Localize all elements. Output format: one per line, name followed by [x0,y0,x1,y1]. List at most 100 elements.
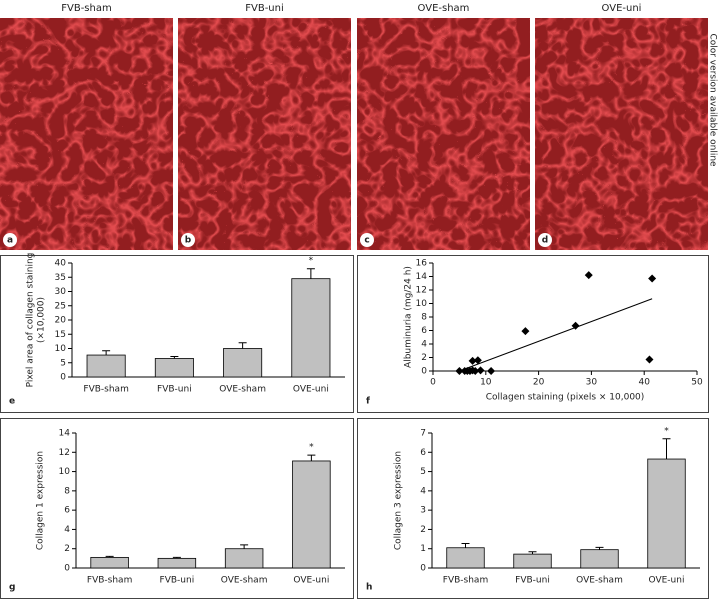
side-note: Color version available online [708,33,718,167]
y-tick-label: 1 [420,544,426,554]
panel-frame [0,255,354,413]
x-tick-label: FVB-sham [83,385,128,395]
y-tick-label: 2 [421,353,427,363]
x-tick-label: 20 [533,378,545,388]
x-tick-label: 40 [638,378,650,388]
error-bar [461,543,470,548]
x-tick-label: FVB-uni [160,576,195,586]
y-tick-label: 0 [420,564,426,574]
y-tick-label: 7 [420,429,426,439]
error-bar [306,268,315,279]
annotation: * [309,443,314,453]
image-title: FVB-uni [245,3,284,14]
x-tick-label: 0 [430,378,436,388]
panel-frame [357,255,709,413]
panel-letter: e [9,397,15,407]
x-tick-label: 10 [480,378,492,388]
y-tick-label: 2 [420,525,426,535]
bar [157,557,197,569]
y-tick-label: 8 [421,313,427,323]
bar [154,358,194,378]
y-tick-label: 12 [416,286,427,296]
scatter-point [468,366,477,375]
micrograph-glow [0,18,173,250]
error-bar [528,551,537,555]
panel-letter: b [185,236,192,246]
scatter-point [571,321,580,330]
scatter-point [521,327,530,336]
y-tick-label: 8 [64,486,70,496]
error-bar [170,355,179,359]
y-tick-label: 0 [421,367,427,377]
y-axis-label: Collagen 1 expression [36,451,46,550]
panel-badge [538,233,552,247]
y-axis-label: (×10,000) [37,297,47,343]
x-tick-label: OVE-uni [293,576,329,586]
micrograph-glow [178,18,351,250]
panel-badge [360,233,374,247]
image-title: FVB-sham [61,3,111,14]
bar [90,556,129,569]
y-tick-label: 0 [64,564,70,574]
y-tick-label: 10 [59,467,71,477]
scatter-point [645,355,654,364]
x-tick-label: 50 [691,378,703,388]
x-tick-label: 30 [586,378,598,388]
scatter-point [476,366,485,375]
error-bar [105,555,114,558]
x-tick-label: FVB-sham [87,576,132,586]
micrograph-glow [535,18,708,250]
error-bar [238,342,247,349]
y-tick-label: 2 [64,544,70,554]
y-tick-label: 4 [420,486,426,496]
annotation: * [309,256,314,266]
y-axis-label: Pixel area of collagen staining [26,253,36,388]
x-tick-label: OVE-uni [649,576,685,586]
x-tick-label: FVB-uni [157,385,192,395]
y-tick-label: 0 [60,373,66,383]
y-tick-label: 6 [420,448,426,458]
y-tick-label: 40 [55,259,67,269]
y-tick-label: 6 [64,506,70,516]
error-bar [240,544,249,549]
y-tick-label: 20 [55,316,67,326]
y-tick-label: 4 [64,525,70,535]
panel-badge [181,233,195,247]
x-tick-label: OVE-sham [219,385,266,395]
scatter-point [455,367,464,375]
y-tick-label: 16 [416,259,428,269]
y-tick-label: 15 [55,330,66,340]
y-tick-label: 30 [55,287,67,297]
bar [292,460,331,569]
y-tick-label: 12 [59,448,70,458]
bar [291,278,331,378]
error-bar [307,454,316,461]
y-tick-label: 3 [420,506,426,516]
y-tick-label: 25 [55,301,66,311]
y-tick-label: 14 [59,429,71,439]
panel-letter: h [366,583,372,593]
y-tick-label: 10 [55,344,67,354]
error-bar [102,350,111,356]
panel-letter: a [7,236,13,246]
bar [86,354,126,378]
x-tick-label: FVB-uni [515,576,550,586]
panel-letter: d [542,236,548,246]
x-tick-label: OVE-sham [576,576,623,586]
y-tick-label: 6 [421,326,427,336]
error-bar [172,556,181,559]
y-tick-label: 14 [416,272,428,282]
bar [580,549,619,569]
scatter-point [648,274,657,283]
x-axis-label: Collagen staining (pixels × 10,000) [486,393,645,403]
panel-badge [3,233,17,247]
fit-line [459,298,653,372]
y-axis-label: Albuminuria (mg/24 h) [404,266,414,368]
image-title: OVE-sham [418,3,470,14]
x-tick-label: FVB-sham [443,576,488,586]
x-tick-label: OVE-uni [293,385,329,395]
micrograph-glow [357,18,530,250]
panel-letter: f [366,397,370,407]
scatter-point [487,367,496,375]
y-tick-label: 10 [416,299,428,309]
